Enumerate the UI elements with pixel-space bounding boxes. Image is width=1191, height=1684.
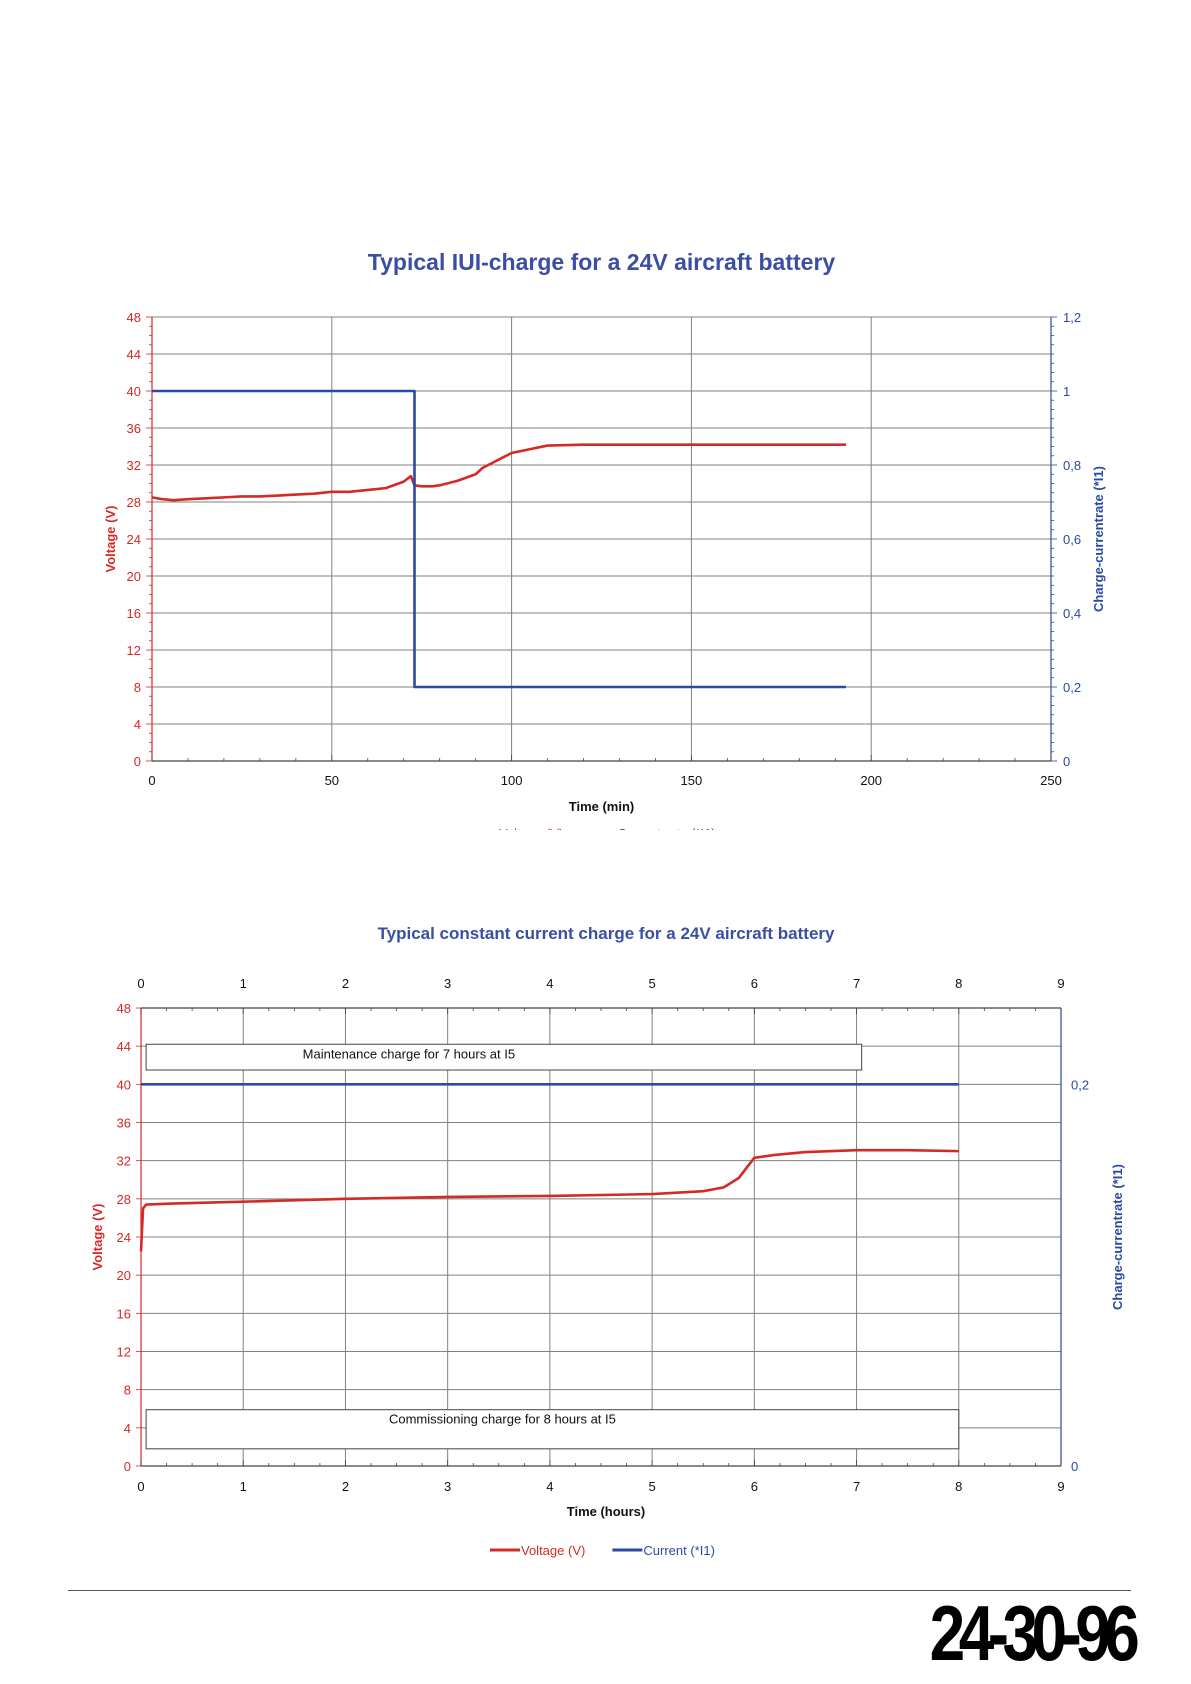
chart-title: Typical constant current charge for a 24… (378, 924, 835, 943)
y-left-tick-label: 20 (117, 1268, 131, 1283)
y-left-axis-label: Voltage (V) (103, 506, 118, 573)
y-right-tick-label: 0,6 (1063, 532, 1081, 547)
x-top-tick-label: 9 (1057, 976, 1064, 991)
maintenance-annotation-box (145, 1043, 863, 1071)
x-top-tick-label: 2 (342, 976, 349, 991)
legend-label: Voltage (V) (499, 826, 563, 830)
x-top-tick-label: 1 (240, 976, 247, 991)
y-right-tick-label: 0 (1063, 754, 1070, 769)
y-right-tick-label: 1,2 (1063, 310, 1081, 325)
y-left-tick-label: 28 (117, 1192, 131, 1207)
x-top-tick-label: 4 (546, 976, 553, 991)
y-left-tick-label: 16 (117, 1306, 131, 1321)
x-axis-label: Time (min) (569, 799, 635, 814)
y-left-tick-label: 40 (127, 384, 141, 399)
y-left-tick-label: 36 (117, 1116, 131, 1131)
x-tick-label: 1 (240, 1479, 247, 1494)
y-left-tick-label: 28 (127, 495, 141, 510)
y-left-tick-label: 16 (127, 606, 141, 621)
x-tick-label: 9 (1057, 1479, 1064, 1494)
y-left-tick-label: 24 (117, 1230, 131, 1245)
y-left-tick-label: 4 (124, 1421, 131, 1436)
x-tick-label: 7 (853, 1479, 860, 1494)
y-right-tick-label: 1 (1063, 384, 1070, 399)
x-tick-label: 150 (681, 773, 703, 788)
y-left-tick-label: 44 (117, 1039, 131, 1054)
x-top-tick-label: 5 (648, 976, 655, 991)
x-top-tick-label: 6 (751, 976, 758, 991)
x-top-tick-label: 8 (955, 976, 962, 991)
legend-label: Current-rate (*I1) (617, 826, 715, 830)
y-right-tick-label: 0,2 (1063, 680, 1081, 695)
x-tick-label: 3 (444, 1479, 451, 1494)
y-left-tick-label: 8 (134, 680, 141, 695)
y-left-tick-label: 32 (127, 458, 141, 473)
legend-label: Voltage (V) (521, 1543, 585, 1558)
y-left-tick-label: 24 (127, 532, 141, 547)
x-tick-label: 2 (342, 1479, 349, 1494)
footer-rule (68, 1590, 1131, 1591)
y-right-axis-label: Charge-currentrate (*I1) (1091, 466, 1106, 612)
y-left-tick-label: 12 (127, 643, 141, 658)
legend-label: Current (*I1) (643, 1543, 715, 1558)
y-right-tick-label: 0,2 (1071, 1077, 1089, 1092)
voltage-series-line (139, 1148, 959, 1252)
y-right-tick-label: 0 (1071, 1459, 1078, 1474)
document-number: 24-30-96 (929, 1589, 1139, 1677)
y-left-tick-label: 0 (124, 1459, 131, 1474)
y-left-tick-label: 4 (134, 717, 141, 732)
x-tick-label: 50 (325, 773, 339, 788)
x-tick-label: 4 (546, 1479, 553, 1494)
x-top-tick-label: 3 (444, 976, 451, 991)
x-tick-label: 6 (751, 1479, 758, 1494)
y-right-tick-label: 0,8 (1063, 458, 1081, 473)
x-top-tick-label: 7 (853, 976, 860, 991)
x-tick-label: 8 (955, 1479, 962, 1494)
y-left-tick-label: 48 (127, 310, 141, 325)
voltage-series-line (151, 443, 847, 502)
maintenance-annotation-text: Maintenance charge for 7 hours at I5 (303, 1046, 515, 1061)
y-right-axis-label: Charge-currentrate (*I1) (1110, 1164, 1125, 1310)
y-left-tick-label: 20 (127, 569, 141, 584)
y-left-tick-label: 44 (127, 347, 141, 362)
current-series-line (152, 389, 847, 689)
x-tick-label: 200 (860, 773, 882, 788)
x-tick-label: 0 (137, 1479, 144, 1494)
constant-current-chart: Typical constant current charge for a 24… (90, 924, 1125, 1558)
y-left-axis-label: Voltage (V) (90, 1204, 105, 1271)
x-tick-label: 100 (501, 773, 523, 788)
commissioning-annotation-text: Commissioning charge for 8 hours at I5 (389, 1412, 616, 1427)
iui-charge-chart: Typical IUI-charge for a 24V aircraft ba… (103, 249, 1106, 830)
y-left-tick-label: 36 (127, 421, 141, 436)
y-right-tick-label: 0,4 (1063, 606, 1081, 621)
y-left-tick-label: 0 (134, 754, 141, 769)
commissioning-annotation-box (145, 1409, 960, 1450)
y-left-tick-label: 48 (117, 1001, 131, 1016)
x-tick-label: 5 (648, 1479, 655, 1494)
x-axis-label: Time (hours) (567, 1504, 646, 1519)
y-left-tick-label: 40 (117, 1077, 131, 1092)
chart-title: Typical IUI-charge for a 24V aircraft ba… (368, 249, 836, 275)
x-tick-label: 250 (1040, 773, 1062, 788)
y-left-tick-label: 8 (124, 1383, 131, 1398)
x-tick-label: 0 (148, 773, 155, 788)
y-left-tick-label: 32 (117, 1154, 131, 1169)
x-top-tick-label: 0 (137, 976, 144, 991)
y-left-tick-label: 12 (117, 1345, 131, 1360)
